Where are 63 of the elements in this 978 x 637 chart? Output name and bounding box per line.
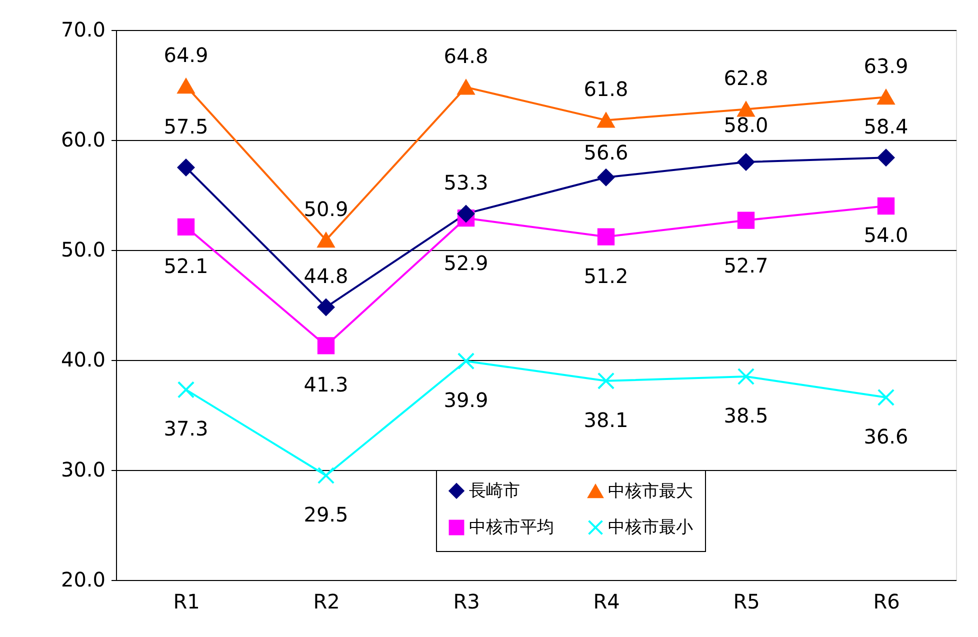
y-tick-label: 70.0 — [60, 18, 106, 42]
y-tick-label: 30.0 — [60, 458, 106, 482]
point — [317, 298, 335, 316]
point — [457, 352, 475, 370]
x-tick-label: R6 — [873, 590, 900, 614]
point — [597, 168, 615, 186]
y-tick-label: 50.0 — [60, 238, 106, 262]
point — [737, 102, 755, 117]
data-label: 37.3 — [164, 416, 208, 441]
legend-label: 中核市最大 — [608, 481, 693, 502]
data-label: 61.8 — [584, 77, 628, 102]
point — [177, 218, 195, 236]
data-label: 36.6 — [864, 424, 908, 448]
data-label: 58.0 — [724, 113, 768, 137]
point — [457, 205, 475, 222]
point — [737, 212, 755, 229]
x-tick-label: R3 — [453, 590, 480, 614]
data-label: 52.1 — [164, 254, 208, 278]
data-label: 64.8 — [444, 44, 488, 68]
data-label: 57.5 — [164, 114, 208, 138]
point — [597, 228, 615, 246]
data-label: 54.0 — [864, 223, 908, 247]
point — [737, 153, 755, 171]
data-label: 52.9 — [444, 251, 488, 276]
point — [317, 337, 335, 354]
point — [317, 466, 335, 484]
y-tick-label: 60.0 — [60, 128, 106, 152]
data-label: 29.5 — [304, 502, 348, 526]
point — [877, 197, 895, 215]
legend-label: 中核市最小 — [608, 518, 693, 538]
data-label: 38.1 — [584, 408, 628, 432]
data-label: 44.8 — [304, 264, 348, 288]
point — [877, 149, 895, 166]
legend-label: 長崎市 — [469, 480, 520, 501]
data-label: 38.5 — [724, 404, 768, 428]
data-label: 64.9 — [164, 43, 208, 68]
data-label: 50.9 — [304, 197, 348, 222]
x-tick-label: R2 — [313, 590, 340, 614]
point — [457, 80, 475, 95]
data-label: 62.8 — [724, 66, 768, 90]
legend-label: 中核市平均 — [469, 518, 554, 538]
data-label: 41.3 — [304, 372, 348, 397]
x-tick-label: R5 — [733, 590, 760, 614]
data-label: 39.9 — [444, 388, 488, 412]
y-tick-label: 40.0 — [60, 348, 106, 372]
data-label: 56.6 — [584, 140, 628, 164]
point — [597, 372, 615, 390]
point — [737, 368, 755, 386]
x-tick-label: R1 — [173, 590, 200, 614]
x-tick-label: R4 — [593, 590, 620, 614]
data-label: 53.3 — [444, 170, 488, 195]
point — [317, 232, 335, 248]
point — [877, 90, 895, 105]
y-tick-label: 20.0 — [60, 568, 106, 592]
point — [877, 388, 895, 406]
point — [597, 112, 615, 128]
point — [177, 381, 195, 398]
data-label: 51.2 — [584, 264, 628, 288]
point — [177, 78, 195, 94]
data-label: 58.4 — [864, 114, 908, 139]
data-label: 52.7 — [724, 253, 768, 278]
point — [177, 158, 195, 176]
data-label: 63.9 — [864, 54, 908, 78]
